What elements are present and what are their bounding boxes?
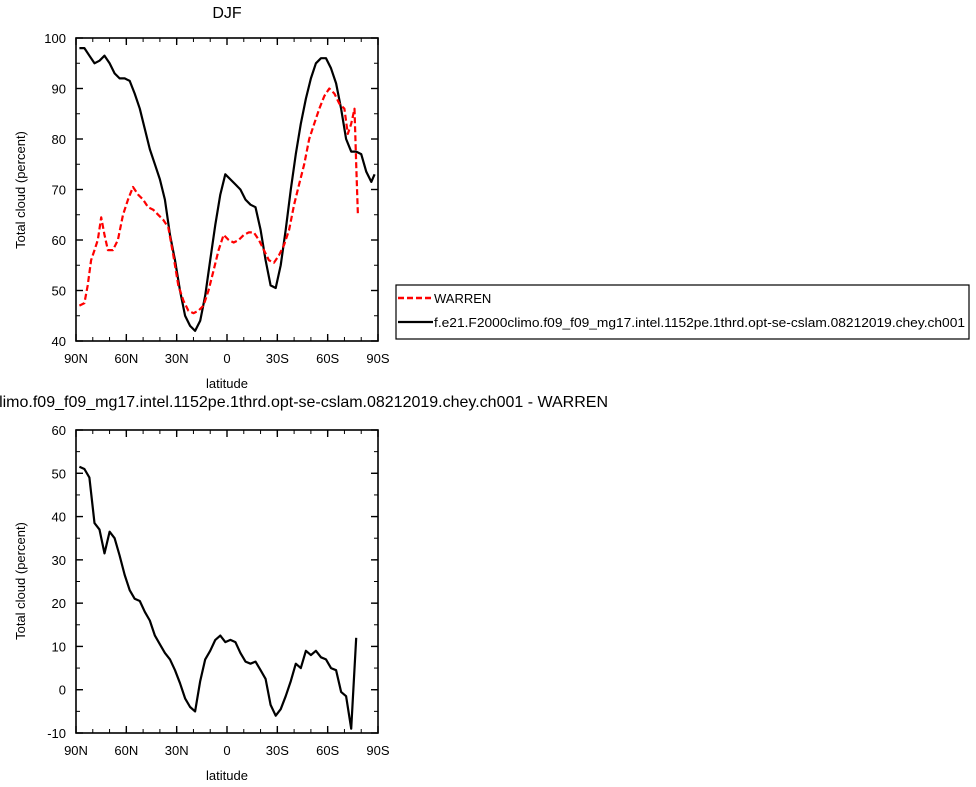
legend-box (395, 284, 970, 340)
bottom-chart-series-line-0 (78, 465, 358, 730)
bottom-chart-series (78, 465, 358, 730)
bottom-chart-ytick-label: 60 (52, 423, 66, 438)
bottom-chart-xtick-label: 0 (223, 743, 230, 758)
bottom-chart-xtick-label: 60N (114, 743, 138, 758)
top-chart-series-line-1 (79, 46, 376, 332)
top-chart-ytick-label: 80 (52, 132, 66, 147)
bottom-chart-ytick-label: 10 (52, 639, 66, 654)
bottom-chart-ytick-label: 20 (52, 596, 66, 611)
top-chart-series (78, 46, 376, 332)
bottom-chart-xtick-label: 90N (64, 743, 88, 758)
top-chart-xtick-label: 0 (223, 351, 230, 366)
bottom-chart-ticks: -10 0 10 20 30 40 50 60 90N 60N 30N 0 30S 60S 90S (47, 423, 390, 758)
bottom-chart-xtick-label: 90S (366, 743, 389, 758)
top-chart-series-line-0 (78, 87, 359, 315)
top-chart-ytick-label: 100 (44, 31, 66, 46)
top-chart-xtick-label: 90S (366, 351, 389, 366)
top-chart-ylabel: Total cloud (percent) (13, 131, 28, 249)
top-chart-xlabel: latitude (206, 376, 248, 391)
legend-label-warren: WARREN (434, 291, 491, 306)
bottom-chart: f.e21.F2000climo.f09_f09_mg17.intel.1152… (0, 394, 608, 783)
top-chart-ytick-label: 70 (52, 183, 66, 198)
bottom-chart-ytick-label: 50 (52, 466, 66, 481)
bottom-chart-ytick-label: 0 (59, 683, 66, 698)
top-chart-ytick-label: 50 (52, 284, 66, 299)
top-chart-xtick-label: 60S (316, 351, 339, 366)
bottom-chart-ytick-label: -10 (47, 726, 66, 741)
top-chart-xtick-label: 90N (64, 351, 88, 366)
bottom-chart-xtick-label: 30S (266, 743, 289, 758)
top-chart-ytick-label: 40 (52, 334, 66, 349)
bottom-chart-ytick-label: 40 (52, 510, 66, 525)
legend-item-warren: WARREN (398, 291, 491, 306)
bottom-chart-plot-frame (75, 429, 379, 734)
bottom-chart-xtick-label: 30N (165, 743, 189, 758)
bottom-chart-title: f.e21.F2000climo.f09_f09_mg17.intel.1152… (0, 394, 608, 411)
bottom-chart-xtick-label: 60S (316, 743, 339, 758)
top-chart: DJF Total cloud (percent) latitude 40 50 6… (13, 5, 390, 391)
bottom-chart-ytick-label: 30 (52, 553, 66, 568)
legend-label-model: f.e21.F2000climo.f09_f09_mg17.intel.1152… (434, 315, 965, 330)
top-chart-plot-frame (75, 37, 379, 342)
top-chart-xtick-label: 30S (266, 351, 289, 366)
top-chart-title: DJF (212, 5, 242, 22)
top-chart-ytick-label: 60 (52, 233, 66, 248)
top-chart-ticks: 40 50 60 70 80 90 100 90N 60N 30N 0 30S 60S 90S (44, 31, 390, 366)
legend-item-model: f.e21.F2000climo.f09_f09_mg17.intel.1152… (398, 315, 965, 330)
legend: WARREN f.e21.F2000climo.f09_f09_mg17.int… (395, 284, 970, 340)
bottom-chart-ylabel: Total cloud (percent) (13, 522, 28, 640)
top-chart-xtick-label: 60N (114, 351, 138, 366)
top-chart-ytick-label: 90 (52, 82, 66, 97)
bottom-chart-xlabel: latitude (206, 768, 248, 783)
top-chart-xtick-label: 30N (165, 351, 189, 366)
